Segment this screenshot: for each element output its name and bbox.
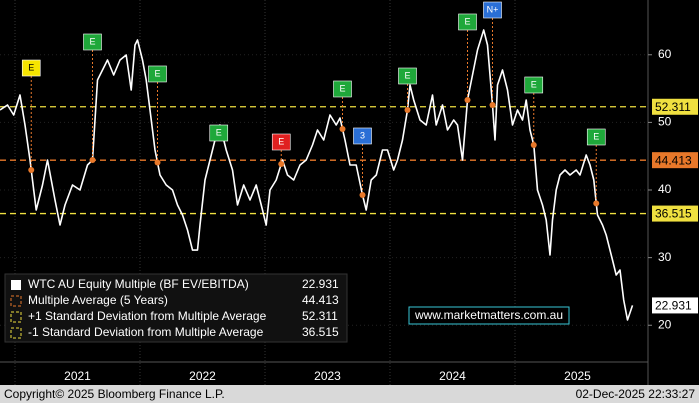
annotation-dot	[359, 192, 366, 199]
x-tick-label: 2022	[189, 369, 216, 383]
legend-swatch	[10, 311, 22, 323]
annotation-label: E	[28, 62, 34, 72]
annotation-box	[458, 13, 477, 31]
annotation-dot	[530, 142, 537, 149]
annotation-label: E	[404, 70, 410, 80]
annotation-label: E	[339, 83, 345, 93]
copyright: Copyright© 2025 Bloomberg Finance L.P.	[4, 387, 225, 401]
annotation-label: E	[154, 68, 160, 78]
annotation-label: E	[278, 136, 284, 146]
annotation-box	[83, 33, 102, 51]
legend-label: Multiple Average (5 Years)	[28, 293, 168, 307]
x-tick-label: 2024	[439, 369, 466, 383]
annotation-dot	[489, 102, 496, 109]
annotation-dot	[339, 126, 346, 133]
annotation-box	[524, 76, 544, 94]
legend-label: WTC AU Equity Multiple (BF EV/EBITDA)	[28, 277, 249, 291]
annotation-box	[333, 80, 352, 98]
annotation-box	[271, 133, 291, 151]
annotation-label: E	[593, 131, 599, 141]
legend-swatch	[11, 280, 21, 290]
annotation-dot	[154, 159, 161, 166]
legend-label: -1 Standard Deviation from Multiple Aver…	[28, 325, 264, 339]
annotation-dot	[28, 166, 35, 173]
annotation-label: 3	[360, 130, 365, 140]
annotation-dot	[404, 107, 411, 114]
legend-bg	[4, 273, 348, 343]
reference-value-box	[652, 205, 698, 222]
annotation-label: E	[464, 16, 470, 26]
legend-swatch	[10, 327, 22, 339]
annotation-label: E	[216, 127, 222, 137]
last-value-box	[652, 297, 698, 314]
annotation-dot	[278, 160, 285, 167]
annotation-label: E	[89, 36, 95, 46]
annotation-label: N+	[487, 4, 499, 14]
footer-bar	[0, 385, 699, 403]
watermark: www.marketmatters.com.au	[414, 308, 563, 322]
annotation-dot	[464, 97, 471, 104]
legend-label: +1 Standard Deviation from Multiple Aver…	[28, 309, 267, 323]
legend-value: 22.931	[302, 277, 339, 291]
reference-value-box	[652, 98, 698, 115]
legend-swatch	[10, 295, 22, 307]
legend-value: 36.515	[302, 325, 339, 339]
legend: WTC AU Equity Multiple (BF EV/EBITDA) 22.…	[4, 273, 348, 343]
annotation-dot	[593, 200, 600, 207]
y-tick-label: 50	[658, 115, 672, 129]
timestamp: 02-Dec-2025 22:33:27	[576, 387, 696, 401]
annotation-box	[148, 65, 167, 83]
annotation-box	[21, 59, 41, 77]
y-tick-label: 40	[658, 182, 672, 196]
annotation-box	[586, 128, 606, 146]
y-tick-label: 30	[658, 250, 672, 264]
x-tick-label: 2023	[314, 369, 341, 383]
annotation-box	[353, 127, 372, 145]
x-tick-label: 2025	[564, 369, 591, 383]
annotation-box	[483, 1, 502, 19]
legend-value: 52.311	[302, 309, 338, 323]
legend-value: 44.413	[302, 293, 339, 307]
annotation-box	[398, 67, 417, 85]
annotation-label: E	[531, 79, 537, 89]
series-line	[0, 29, 634, 321]
reference-value-label: 36.515	[655, 207, 692, 221]
y-tick-label: 60	[658, 47, 672, 61]
annotation-box	[209, 124, 229, 142]
x-tick-label: 2021	[64, 369, 91, 383]
watermark-box	[408, 306, 570, 325]
last-value-label: 22.931	[655, 299, 692, 313]
annotation-dot	[89, 156, 96, 163]
reference-value-label: 44.413	[655, 153, 692, 167]
reference-value-label: 52.311	[655, 100, 691, 114]
reference-value-box	[652, 152, 698, 169]
y-tick-label: 20	[658, 317, 672, 331]
